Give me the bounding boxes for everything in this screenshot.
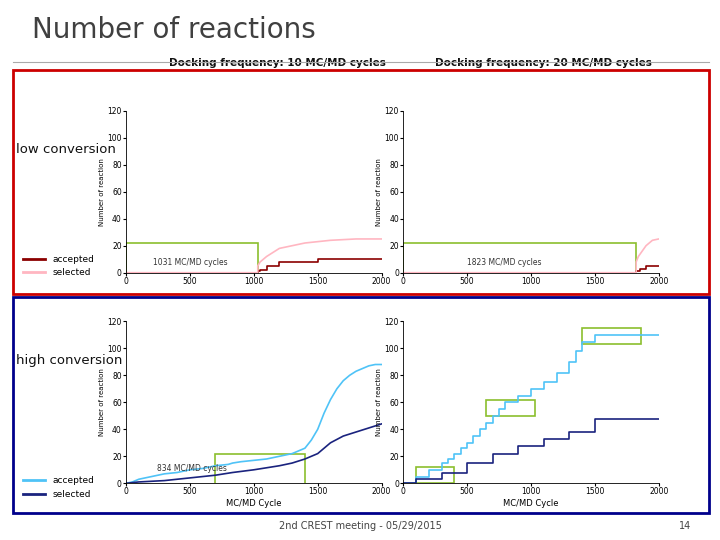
Bar — [215, 454, 305, 486]
Text: Docking frequency: 10 MC/MD cycles: Docking frequency: 10 MC/MD cycles — [168, 57, 386, 68]
Bar — [126, 243, 258, 275]
Text: 834 MC/MD cycles: 834 MC/MD cycles — [157, 464, 227, 473]
Legend: accepted, selected: accepted, selected — [19, 472, 98, 502]
Y-axis label: Number of reaction: Number of reaction — [376, 158, 382, 226]
Bar — [582, 328, 641, 345]
Y-axis label: Number of reaction: Number of reaction — [99, 368, 104, 436]
Text: 14: 14 — [679, 521, 691, 531]
Bar — [403, 243, 636, 275]
Text: low conversion: low conversion — [16, 143, 116, 156]
Text: 1823 MC/MD cycles: 1823 MC/MD cycles — [467, 258, 541, 267]
Y-axis label: Number of reaction: Number of reaction — [376, 368, 382, 436]
Text: Docking frequency: 20 MC/MD cycles: Docking frequency: 20 MC/MD cycles — [435, 57, 652, 68]
Bar — [416, 467, 454, 483]
Y-axis label: Number of reaction: Number of reaction — [99, 158, 104, 226]
Text: high conversion: high conversion — [16, 354, 122, 367]
Bar — [486, 400, 535, 416]
X-axis label: MC/MD Cycle: MC/MD Cycle — [226, 500, 282, 508]
Text: Number of reactions: Number of reactions — [32, 16, 316, 44]
X-axis label: MC/MD Cycle: MC/MD Cycle — [503, 500, 559, 508]
Text: 2nd CREST meeting - 05/29/2015: 2nd CREST meeting - 05/29/2015 — [279, 521, 441, 531]
Legend: accepted, selected: accepted, selected — [19, 251, 98, 281]
Text: 1031 MC/MD cycles: 1031 MC/MD cycles — [153, 258, 228, 267]
